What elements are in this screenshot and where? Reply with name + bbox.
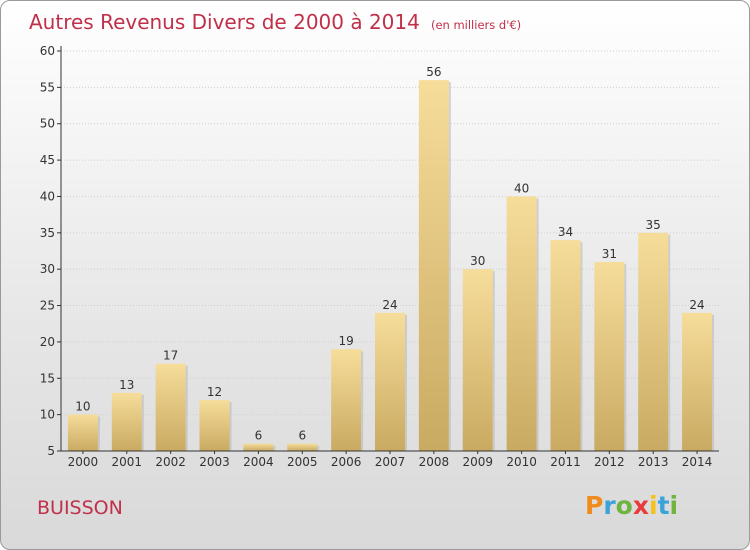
value-label-2014: 24: [689, 298, 704, 312]
bar-shadow: [273, 445, 276, 451]
bar-2000: [67, 414, 98, 451]
y-tick-label: 20: [40, 335, 55, 349]
y-tick-label: 30: [40, 262, 55, 276]
logo-letter: r: [603, 491, 616, 520]
logo-letter: P: [585, 491, 604, 520]
bar-2009: [462, 269, 493, 451]
bar-2003: [199, 400, 230, 451]
bars: [67, 80, 715, 451]
value-label-2009: 30: [470, 254, 485, 268]
value-label-2006: 19: [338, 334, 353, 348]
bar-shadow: [317, 445, 320, 451]
bar-2002: [155, 363, 186, 451]
y-tick-label: 5: [47, 444, 55, 458]
proxiti-logo[interactable]: Proxiti: [585, 491, 678, 520]
bar-shadow: [185, 365, 188, 451]
bar-2005: [287, 443, 318, 451]
logo-letter: t: [657, 491, 670, 520]
x-tick-label-2004: 2004: [243, 455, 274, 469]
logo-letter: o: [615, 491, 633, 520]
bar-shadow: [492, 271, 495, 451]
x-tick-label-2000: 2000: [68, 455, 99, 469]
title-row: Autres Revenus Divers de 2000 à 2014 (en…: [29, 10, 521, 34]
x-tick-label-2009: 2009: [462, 455, 493, 469]
bar-shadow: [141, 394, 144, 451]
x-tick-label-2014: 2014: [682, 455, 713, 469]
bar-shadow: [405, 314, 407, 451]
x-tick-label-2008: 2008: [419, 455, 450, 469]
value-label-2012: 31: [602, 247, 617, 261]
value-label-2003: 12: [207, 385, 222, 399]
x-tick-label-2003: 2003: [199, 455, 230, 469]
x-tick-label-2005: 2005: [287, 455, 318, 469]
bar-2006: [331, 349, 362, 451]
x-tick-label-2006: 2006: [331, 455, 362, 469]
bar-shadow: [624, 263, 627, 451]
bar-2013: [638, 232, 669, 451]
bar-2014: [682, 312, 713, 451]
x-tick-label-2007: 2007: [375, 455, 406, 469]
y-tick-label: 55: [40, 80, 55, 94]
y-tick-label: 50: [40, 117, 55, 131]
value-label-2005: 6: [298, 429, 306, 443]
value-label-2007: 24: [382, 298, 397, 312]
bar-shadow: [668, 234, 671, 451]
bar-2012: [594, 261, 625, 451]
value-label-2000: 10: [75, 400, 90, 414]
labels: 5 10 15 20 25 30 35 40 45 50 55 60 10 2000 13 2001 17 200…: [40, 44, 713, 469]
bar-shadow: [229, 402, 232, 451]
y-tick-label: 60: [40, 44, 55, 58]
value-label-2011: 34: [558, 225, 573, 239]
value-label-2001: 13: [119, 378, 134, 392]
bar-2007: [375, 312, 405, 451]
y-tick-label: 40: [40, 189, 55, 203]
logo-letter: x: [632, 491, 649, 520]
value-label-2004: 6: [255, 429, 263, 443]
bar-shadow: [361, 351, 364, 451]
bar-2004: [243, 443, 274, 451]
value-label-2013: 35: [646, 218, 661, 232]
value-label-2010: 40: [514, 181, 529, 195]
bar-2008: [418, 80, 449, 451]
bar-2010: [506, 196, 537, 451]
bar-2011: [550, 240, 581, 451]
axes: [57, 46, 719, 454]
x-tick-label-2001: 2001: [112, 455, 143, 469]
value-label-2002: 17: [163, 349, 178, 363]
chart-title: Autres Revenus Divers de 2000 à 2014: [29, 10, 420, 34]
y-tick-label: 10: [40, 408, 55, 422]
x-tick-label-2011: 2011: [550, 455, 581, 469]
bar-shadow: [536, 198, 539, 451]
value-label-2008: 56: [426, 65, 441, 79]
x-tick-label-2002: 2002: [155, 455, 186, 469]
y-tick-label: 25: [40, 299, 55, 313]
logo-letter: i: [669, 491, 679, 520]
x-tick-label-2012: 2012: [594, 455, 625, 469]
y-tick-label: 15: [40, 371, 55, 385]
bar-shadow: [580, 242, 583, 451]
bar-2001: [111, 392, 142, 451]
x-tick-label-2010: 2010: [506, 455, 537, 469]
bar-shadow: [448, 82, 451, 451]
commune-name: BUISSON: [37, 497, 123, 519]
logo-letter: i: [649, 491, 658, 520]
bar-shadow: [97, 416, 100, 451]
chart-subtitle: (en milliers d'€): [430, 18, 522, 32]
bar-shadow: [712, 314, 715, 451]
y-tick-label: 35: [40, 226, 55, 240]
x-tick-label-2013: 2013: [638, 455, 669, 469]
y-tick-label: 45: [40, 153, 55, 167]
